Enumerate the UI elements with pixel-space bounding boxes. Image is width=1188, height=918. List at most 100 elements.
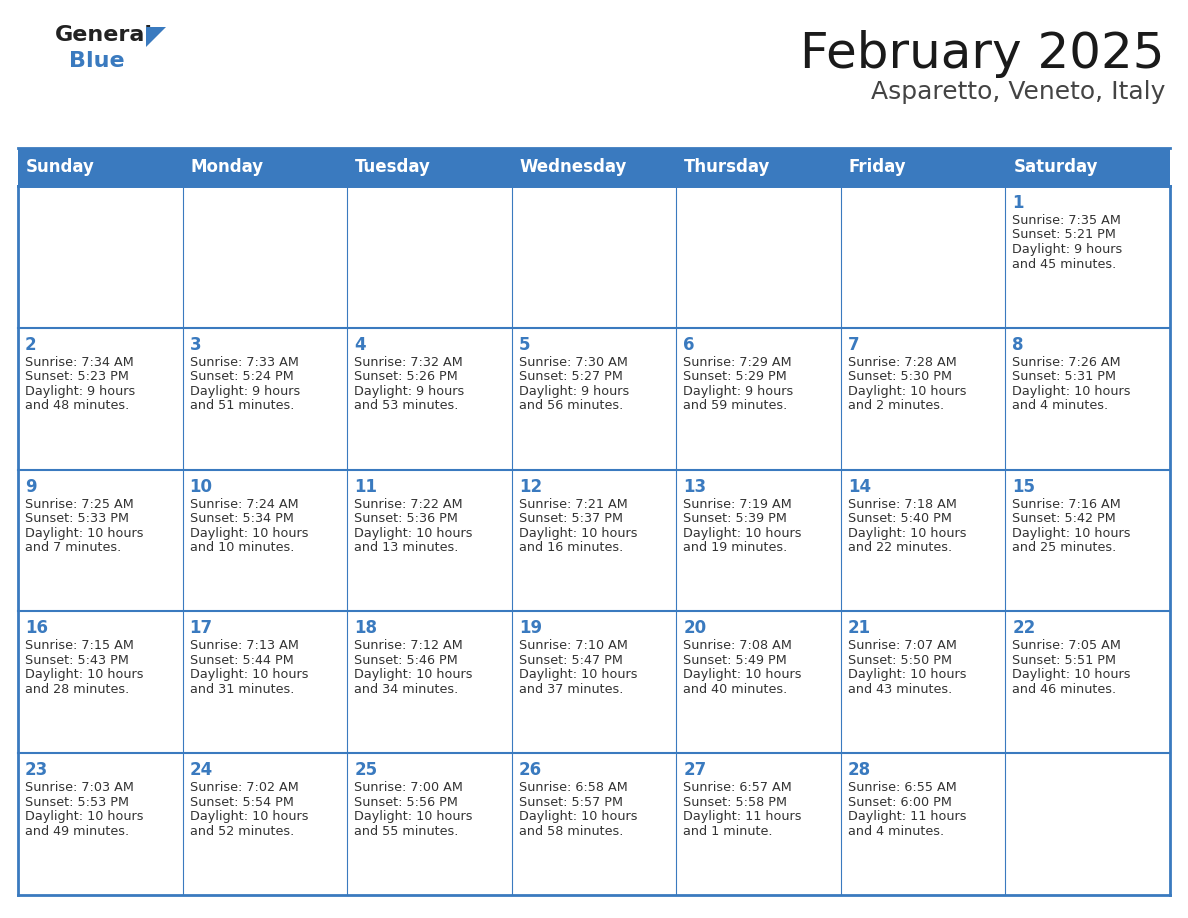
Text: 5: 5 (519, 336, 530, 353)
Text: Sunrise: 7:02 AM: Sunrise: 7:02 AM (190, 781, 298, 794)
Text: Daylight: 10 hours: Daylight: 10 hours (519, 811, 637, 823)
Text: Daylight: 9 hours: Daylight: 9 hours (519, 385, 628, 397)
Text: Daylight: 10 hours: Daylight: 10 hours (519, 668, 637, 681)
Text: 6: 6 (683, 336, 695, 353)
Text: Sunrise: 7:29 AM: Sunrise: 7:29 AM (683, 356, 792, 369)
Text: 10: 10 (190, 477, 213, 496)
Text: 20: 20 (683, 620, 707, 637)
Text: Sunrise: 7:34 AM: Sunrise: 7:34 AM (25, 356, 134, 369)
Text: and 28 minutes.: and 28 minutes. (25, 683, 129, 696)
Text: and 58 minutes.: and 58 minutes. (519, 824, 623, 838)
Text: Sunrise: 7:10 AM: Sunrise: 7:10 AM (519, 640, 627, 653)
Bar (183, 328, 347, 470)
Bar (347, 148, 512, 186)
Text: 24: 24 (190, 761, 213, 779)
Text: Sunset: 5:23 PM: Sunset: 5:23 PM (25, 370, 128, 384)
Text: Sunset: 5:36 PM: Sunset: 5:36 PM (354, 512, 459, 525)
Text: 13: 13 (683, 477, 707, 496)
Text: Daylight: 11 hours: Daylight: 11 hours (848, 811, 966, 823)
Text: Sunrise: 7:25 AM: Sunrise: 7:25 AM (25, 498, 134, 510)
Text: Daylight: 9 hours: Daylight: 9 hours (25, 385, 135, 397)
Bar (512, 611, 676, 753)
Bar (512, 470, 676, 611)
Text: 4: 4 (354, 336, 366, 353)
Text: and 51 minutes.: and 51 minutes. (190, 399, 293, 412)
Text: Sunset: 5:24 PM: Sunset: 5:24 PM (190, 370, 293, 384)
Text: and 52 minutes.: and 52 minutes. (190, 824, 293, 838)
Text: Sunrise: 7:08 AM: Sunrise: 7:08 AM (683, 640, 792, 653)
Text: and 16 minutes.: and 16 minutes. (519, 541, 623, 554)
Bar (183, 470, 347, 611)
Text: and 7 minutes.: and 7 minutes. (25, 541, 121, 554)
Text: Sunset: 5:39 PM: Sunset: 5:39 PM (683, 512, 788, 525)
Text: Sunrise: 7:32 AM: Sunrise: 7:32 AM (354, 356, 463, 369)
Text: 27: 27 (683, 761, 707, 779)
Text: Monday: Monday (190, 158, 264, 176)
Text: Daylight: 10 hours: Daylight: 10 hours (683, 527, 802, 540)
Text: Daylight: 9 hours: Daylight: 9 hours (1012, 243, 1123, 256)
Text: and 46 minutes.: and 46 minutes. (1012, 683, 1117, 696)
Bar (347, 470, 512, 611)
Text: 17: 17 (190, 620, 213, 637)
Text: 2: 2 (25, 336, 37, 353)
Text: 22: 22 (1012, 620, 1036, 637)
Text: Daylight: 10 hours: Daylight: 10 hours (519, 527, 637, 540)
Text: 19: 19 (519, 620, 542, 637)
Text: Sunrise: 7:13 AM: Sunrise: 7:13 AM (190, 640, 298, 653)
Text: Daylight: 10 hours: Daylight: 10 hours (190, 668, 308, 681)
Text: Daylight: 10 hours: Daylight: 10 hours (190, 527, 308, 540)
Text: Sunset: 5:51 PM: Sunset: 5:51 PM (1012, 654, 1117, 666)
Text: 21: 21 (848, 620, 871, 637)
Text: Sunset: 5:53 PM: Sunset: 5:53 PM (25, 796, 129, 809)
Bar (512, 753, 676, 895)
Bar (347, 186, 512, 328)
Bar (18, 611, 183, 753)
Bar (841, 186, 1005, 328)
Text: Asparetto, Veneto, Italy: Asparetto, Veneto, Italy (871, 80, 1165, 104)
Text: and 56 minutes.: and 56 minutes. (519, 399, 623, 412)
Bar (841, 148, 1005, 186)
Text: Sunset: 5:47 PM: Sunset: 5:47 PM (519, 654, 623, 666)
Text: Daylight: 10 hours: Daylight: 10 hours (848, 668, 966, 681)
Text: Sunset: 5:33 PM: Sunset: 5:33 PM (25, 512, 129, 525)
Text: Sunset: 5:37 PM: Sunset: 5:37 PM (519, 512, 623, 525)
Text: Sunrise: 7:21 AM: Sunrise: 7:21 AM (519, 498, 627, 510)
Bar (841, 328, 1005, 470)
Bar (841, 753, 1005, 895)
Text: Daylight: 10 hours: Daylight: 10 hours (683, 668, 802, 681)
Text: Sunset: 6:00 PM: Sunset: 6:00 PM (848, 796, 952, 809)
Text: Sunrise: 7:16 AM: Sunrise: 7:16 AM (1012, 498, 1121, 510)
Bar (1005, 186, 1170, 328)
Text: Daylight: 10 hours: Daylight: 10 hours (354, 527, 473, 540)
Bar (512, 186, 676, 328)
Bar (183, 148, 347, 186)
Text: 3: 3 (190, 336, 201, 353)
Bar (1005, 611, 1170, 753)
Text: Sunset: 5:58 PM: Sunset: 5:58 PM (683, 796, 788, 809)
Text: and 13 minutes.: and 13 minutes. (354, 541, 459, 554)
Text: Daylight: 9 hours: Daylight: 9 hours (683, 385, 794, 397)
Text: Sunrise: 7:22 AM: Sunrise: 7:22 AM (354, 498, 463, 510)
Text: 1: 1 (1012, 194, 1024, 212)
Text: and 37 minutes.: and 37 minutes. (519, 683, 623, 696)
Text: Sunset: 5:49 PM: Sunset: 5:49 PM (683, 654, 786, 666)
Text: Daylight: 10 hours: Daylight: 10 hours (354, 668, 473, 681)
Text: Daylight: 10 hours: Daylight: 10 hours (25, 527, 144, 540)
Text: Sunset: 5:30 PM: Sunset: 5:30 PM (848, 370, 952, 384)
Text: 16: 16 (25, 620, 48, 637)
Text: 28: 28 (848, 761, 871, 779)
Text: Sunrise: 7:33 AM: Sunrise: 7:33 AM (190, 356, 298, 369)
Text: 25: 25 (354, 761, 378, 779)
Text: and 48 minutes.: and 48 minutes. (25, 399, 129, 412)
Text: 8: 8 (1012, 336, 1024, 353)
Bar (347, 328, 512, 470)
Text: General: General (55, 25, 153, 45)
Text: Daylight: 10 hours: Daylight: 10 hours (1012, 385, 1131, 397)
Text: Sunday: Sunday (26, 158, 95, 176)
Bar (676, 148, 841, 186)
Bar (18, 186, 183, 328)
Bar (1005, 753, 1170, 895)
Bar (1005, 470, 1170, 611)
Text: Blue: Blue (69, 51, 125, 71)
Text: and 45 minutes.: and 45 minutes. (1012, 258, 1117, 271)
